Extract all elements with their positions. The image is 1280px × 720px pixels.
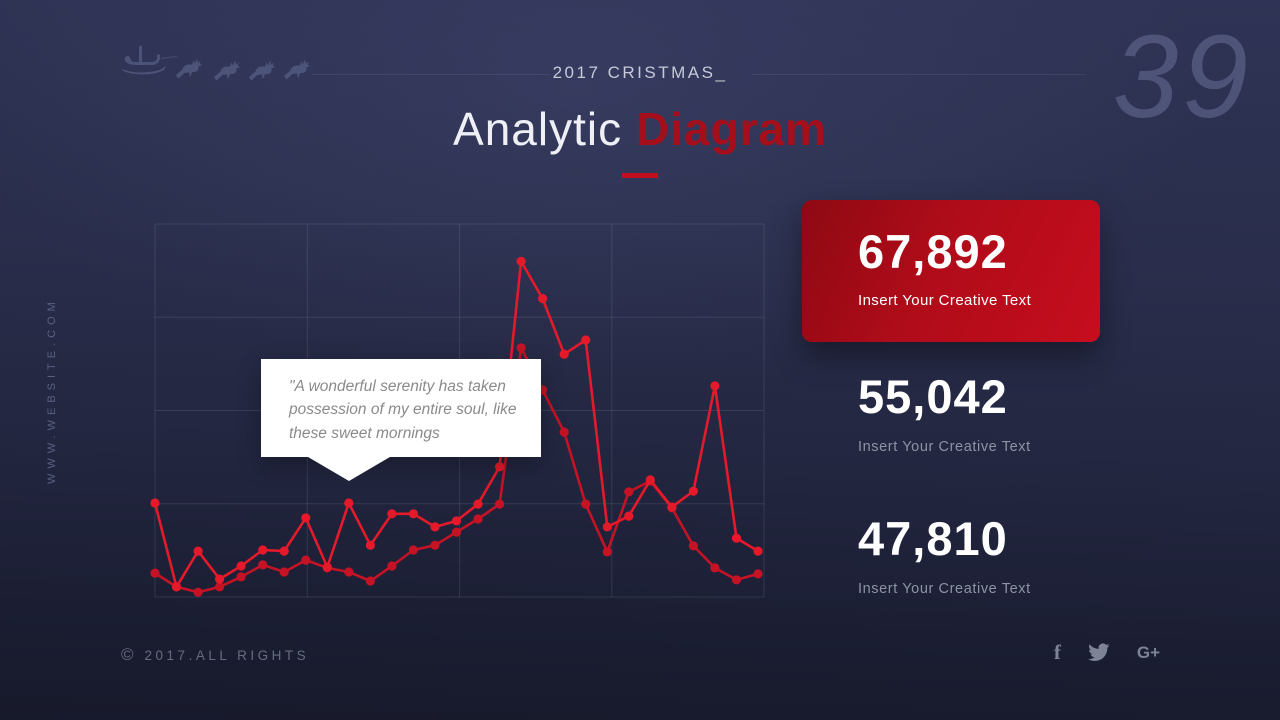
kicker-divider-right: [752, 74, 1086, 75]
copyright-text: 2017.ALL RIGHTS: [144, 647, 310, 663]
stat-block: 47,810 Insert Your Creative Text: [858, 511, 1031, 597]
sleigh-reindeer-icon: [122, 45, 311, 81]
stat-value: 47,810: [858, 512, 1008, 565]
copyright-icon: ©: [121, 645, 134, 664]
quote-tooltip: "A wonderful serenity has taken possessi…: [261, 359, 541, 481]
title-underline: [622, 173, 658, 178]
quote-tooltip-text: "A wonderful serenity has taken possessi…: [289, 378, 517, 442]
stat-card-highlighted: 67,892 Insert Your Creative Text: [802, 200, 1100, 342]
page-title: Analytic Diagram: [0, 102, 1280, 156]
social-links: f G+: [1054, 640, 1160, 665]
analytics-line-chart: [150, 223, 765, 598]
title-accent: Diagram: [635, 103, 827, 155]
stat-value: 55,042: [858, 370, 1008, 423]
chart-svg: [150, 223, 765, 598]
tooltip-tail: [308, 457, 390, 481]
stat-value: 67,892: [858, 225, 1008, 278]
facebook-icon[interactable]: f: [1053, 640, 1061, 664]
twitter-icon[interactable]: [1088, 643, 1110, 662]
google-plus-icon[interactable]: G+: [1136, 642, 1160, 662]
santa-sleigh-reindeer-art: [118, 40, 328, 95]
stat-label: Insert Your Creative Text: [858, 581, 1031, 597]
stat-label: Insert Your Creative Text: [858, 292, 1032, 309]
stat-label: Insert Your Creative Text: [858, 439, 1031, 455]
footer-copyright: © 2017.ALL RIGHTS: [121, 645, 309, 665]
kicker-text: 2017 CRISTMAS_: [552, 63, 728, 82]
title-primary: Analytic: [453, 103, 636, 155]
stat-block: 55,042 Insert Your Creative Text: [858, 369, 1031, 455]
kicker-divider-left: [312, 74, 550, 75]
page-number: 39: [1112, 11, 1252, 143]
website-vertical-text: WWW.WEBSITE.COM: [46, 297, 58, 484]
